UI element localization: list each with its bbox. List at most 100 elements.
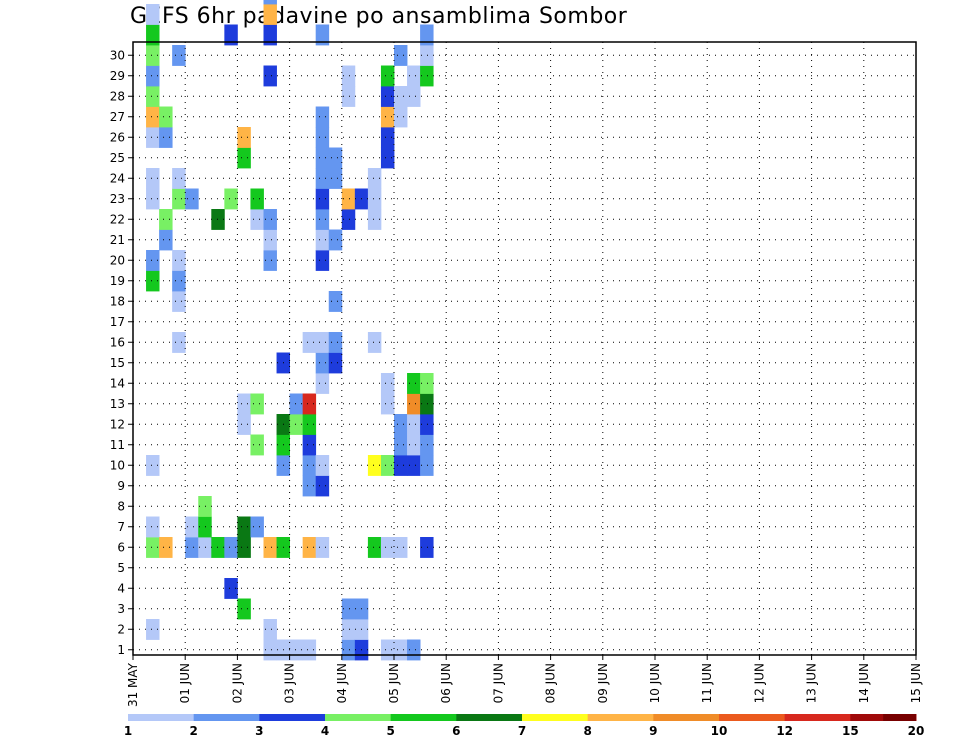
cell bbox=[263, 0, 277, 5]
x-tick-label: 09 JUN bbox=[596, 663, 610, 703]
cell bbox=[315, 168, 330, 189]
cell bbox=[237, 147, 251, 169]
cell bbox=[315, 455, 330, 476]
cell bbox=[146, 516, 160, 538]
cell bbox=[224, 537, 238, 558]
cell bbox=[237, 127, 251, 148]
cell bbox=[159, 229, 173, 251]
cell bbox=[394, 414, 408, 435]
legend-label: 1 bbox=[124, 724, 132, 738]
cell bbox=[159, 209, 173, 230]
legend-label: 7 bbox=[518, 724, 526, 738]
cell bbox=[237, 414, 251, 435]
x-tick-label: 02 JUN bbox=[230, 663, 244, 703]
x-axis: 31 MAY 01 JUN 02 JUN 03 JUN 04 JUN 05 JUN 06 J… bbox=[126, 655, 923, 707]
cell bbox=[380, 393, 395, 415]
cell bbox=[263, 229, 277, 251]
cell-layer bbox=[146, 0, 434, 661]
cell bbox=[380, 373, 395, 394]
y-tick-label: 21 bbox=[110, 233, 125, 247]
cell bbox=[341, 86, 356, 107]
y-tick-label: 2 bbox=[117, 622, 125, 636]
legend-label: 6 bbox=[452, 724, 460, 738]
cell bbox=[146, 65, 160, 87]
cell bbox=[263, 250, 277, 271]
cell bbox=[328, 229, 343, 251]
cell bbox=[302, 332, 317, 353]
y-tick-label: 10 bbox=[110, 458, 125, 472]
plot-frame bbox=[132, 41, 917, 656]
legend-swatch bbox=[653, 714, 720, 721]
y-tick-label: 13 bbox=[110, 397, 125, 411]
legend-label: 2 bbox=[189, 724, 197, 738]
y-tick-label: 7 bbox=[117, 520, 125, 534]
cell bbox=[315, 127, 330, 148]
y-tick-label: 3 bbox=[117, 602, 125, 616]
cell bbox=[263, 209, 277, 230]
cell bbox=[420, 24, 434, 46]
cell bbox=[185, 537, 199, 558]
cell bbox=[394, 45, 408, 66]
cell bbox=[420, 393, 434, 415]
y-tick-label: 1 bbox=[117, 643, 125, 657]
legend-swatch bbox=[719, 714, 786, 721]
y-tick-label: 19 bbox=[110, 274, 125, 288]
cell bbox=[315, 188, 330, 210]
cell bbox=[407, 393, 421, 415]
y-tick-label: 4 bbox=[117, 581, 125, 595]
cell bbox=[237, 598, 251, 620]
cell bbox=[198, 516, 212, 538]
cell bbox=[315, 106, 330, 128]
cell bbox=[367, 332, 382, 353]
cell bbox=[146, 270, 160, 292]
cell bbox=[237, 393, 251, 415]
cell bbox=[198, 537, 212, 558]
cell bbox=[315, 475, 330, 497]
cell bbox=[263, 537, 277, 558]
cell bbox=[315, 209, 330, 230]
legend-swatch bbox=[259, 714, 326, 721]
x-tick-label: 13 JUN bbox=[805, 663, 819, 703]
y-tick-label: 26 bbox=[110, 130, 125, 144]
cell bbox=[302, 537, 317, 558]
legend-swatch bbox=[587, 714, 654, 721]
cell bbox=[263, 65, 277, 87]
chart-title: GEFS 6hr padavine po ansamblima Sombor bbox=[130, 4, 628, 29]
cell bbox=[302, 414, 317, 435]
y-tick-label: 9 bbox=[117, 479, 125, 493]
x-tick-label: 14 JUN bbox=[857, 663, 871, 703]
cell bbox=[328, 332, 343, 353]
cell bbox=[407, 373, 421, 394]
legend-label: 4 bbox=[321, 724, 329, 738]
cell bbox=[394, 106, 408, 128]
cell bbox=[302, 393, 317, 415]
y-tick-label: 16 bbox=[110, 335, 125, 349]
y-tick-label: 24 bbox=[110, 171, 125, 185]
cell bbox=[250, 516, 264, 538]
cell bbox=[302, 434, 317, 456]
cell bbox=[263, 619, 277, 640]
legend-label: 10 bbox=[711, 724, 728, 738]
cell bbox=[250, 393, 264, 415]
cell bbox=[420, 537, 434, 558]
cell bbox=[380, 127, 395, 148]
cell bbox=[198, 496, 212, 517]
cell bbox=[224, 578, 238, 599]
cell bbox=[420, 45, 434, 66]
cell bbox=[146, 106, 160, 128]
legend-label: 3 bbox=[255, 724, 263, 738]
cell bbox=[146, 86, 160, 107]
cell bbox=[407, 455, 421, 476]
cell bbox=[420, 65, 434, 87]
legend-swatch bbox=[325, 714, 392, 721]
y-tick-label: 14 bbox=[110, 376, 125, 390]
cell bbox=[250, 209, 264, 230]
y-tick-label: 17 bbox=[110, 315, 125, 329]
cell bbox=[420, 434, 434, 456]
x-tick-label: 01 JUN bbox=[178, 663, 192, 703]
cell bbox=[420, 414, 434, 435]
x-tick-label: 04 JUN bbox=[335, 663, 349, 703]
x-tick-label: 07 JUN bbox=[491, 663, 505, 703]
legend-swatch bbox=[456, 714, 523, 721]
